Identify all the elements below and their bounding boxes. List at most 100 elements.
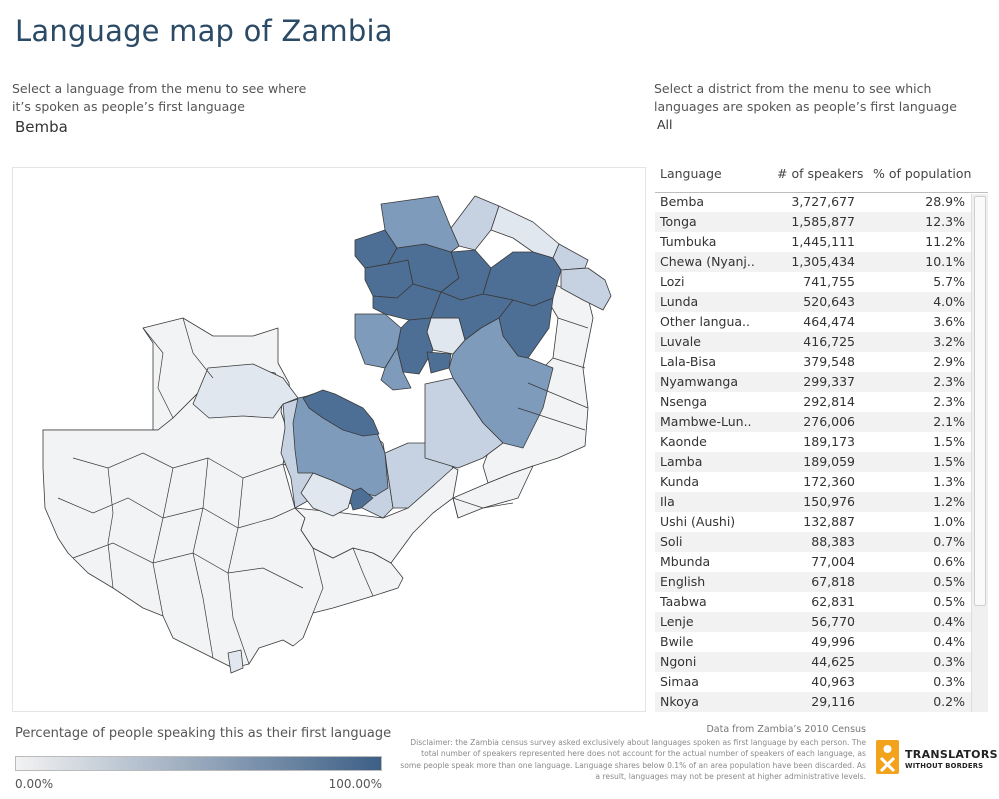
cell-language: Bemba xyxy=(660,194,705,209)
map-district[interactable] xyxy=(448,317,554,449)
logo-icon xyxy=(876,740,899,774)
cell-language: Other langua.. xyxy=(660,314,750,329)
column-header-language[interactable]: Language xyxy=(660,166,722,181)
map-district[interactable] xyxy=(490,205,560,259)
cell-percent: 10.1% xyxy=(925,254,965,269)
table-row[interactable]: Kunda 172,360 1.3% xyxy=(655,472,988,492)
table-row[interactable]: Lunda 520,643 4.0% xyxy=(655,292,988,312)
language-table-header: Language # of speakers % of population xyxy=(655,160,988,193)
table-scrollbar[interactable] xyxy=(971,194,988,712)
table-row[interactable]: Mbunda 77,004 0.6% xyxy=(655,552,988,572)
legend-min-label: 0.00% xyxy=(15,777,54,791)
map-border xyxy=(352,547,374,597)
cell-speakers: 150,976 xyxy=(803,494,855,509)
table-row[interactable]: Ila 150,976 1.2% xyxy=(655,492,988,512)
table-row[interactable]: Nsenga 292,814 2.3% xyxy=(655,392,988,412)
language-table[interactable]: Bemba 3,727,677 28.9% Tonga 1,585,877 12.3% Tu… xyxy=(655,192,988,712)
cell-percent: 5.7% xyxy=(933,274,965,289)
map-district[interactable] xyxy=(396,317,434,375)
table-row[interactable]: Bwile 49,996 0.4% xyxy=(655,632,988,652)
table-row[interactable]: Soli 88,383 0.7% xyxy=(655,532,988,552)
cell-language: Kunda xyxy=(660,474,700,489)
disclaimer-text: Disclaimer: the Zambia census survey ask… xyxy=(400,738,866,782)
table-row[interactable]: Tonga 1,585,877 12.3% xyxy=(655,212,988,232)
cell-speakers: 379,548 xyxy=(803,354,855,369)
table-row[interactable]: Kaonde 189,173 1.5% xyxy=(655,432,988,452)
table-row[interactable]: Luvale 416,725 3.2% xyxy=(655,332,988,352)
map-district[interactable] xyxy=(560,267,612,311)
table-row[interactable]: Simaa 40,963 0.3% xyxy=(655,672,988,692)
table-row[interactable]: Ushi (Aushi) 132,887 1.0% xyxy=(655,512,988,532)
map-district[interactable] xyxy=(192,363,299,419)
cell-language: Ushi (Aushi) xyxy=(660,514,736,529)
cell-language: Soli xyxy=(660,534,683,549)
map-district[interactable] xyxy=(347,487,374,511)
zambia-language-map[interactable] xyxy=(12,167,646,712)
color-legend-bar xyxy=(15,756,382,771)
map-district[interactable] xyxy=(424,377,504,469)
table-row[interactable]: Bemba 3,727,677 28.9% xyxy=(655,192,988,212)
cell-language: Ila xyxy=(660,494,675,509)
table-row[interactable]: Ngoni 44,625 0.3% xyxy=(655,652,988,672)
table-row[interactable]: English 67,818 0.5% xyxy=(655,572,988,592)
cell-percent: 12.3% xyxy=(925,214,965,229)
map-district[interactable] xyxy=(302,389,380,437)
cell-speakers: 56,770 xyxy=(811,614,855,629)
cell-speakers: 1,585,877 xyxy=(791,214,855,229)
map-district[interactable] xyxy=(450,195,500,251)
column-header-speakers[interactable]: # of speakers xyxy=(777,166,864,181)
map-district[interactable] xyxy=(227,649,244,674)
map-border xyxy=(142,327,174,419)
cell-percent: 11.2% xyxy=(925,234,965,249)
table-row[interactable]: Chewa (Nyanj.. 1,305,434 10.1% xyxy=(655,252,988,272)
cell-percent: 0.4% xyxy=(933,614,965,629)
page-title: Language map of Zambia xyxy=(15,14,393,48)
cell-speakers: 88,383 xyxy=(811,534,855,549)
map-border xyxy=(452,497,514,519)
cell-speakers: 189,173 xyxy=(803,434,855,449)
table-row[interactable]: Lamba 189,059 1.5% xyxy=(655,452,988,472)
map-district[interactable] xyxy=(300,472,354,517)
table-row[interactable]: Tumbuka 1,445,111 11.2% xyxy=(655,232,988,252)
cell-percent: 0.5% xyxy=(933,574,965,589)
cell-language: Lamba xyxy=(660,454,703,469)
table-row[interactable]: Taabwa 62,831 0.5% xyxy=(655,592,988,612)
language-filter-instruction: Select a language from the menu to see w… xyxy=(12,81,307,114)
cell-speakers: 276,006 xyxy=(803,414,855,429)
district-selector[interactable]: All xyxy=(657,117,673,132)
cell-language: Nkoya xyxy=(660,694,699,709)
table-row[interactable]: Other langua.. 464,474 3.6% xyxy=(655,312,988,332)
table-row[interactable]: Lenje 56,770 0.4% xyxy=(655,612,988,632)
map-district[interactable] xyxy=(380,195,460,253)
table-row[interactable]: Lala-Bisa 379,548 2.9% xyxy=(655,352,988,372)
language-selector[interactable]: Bemba xyxy=(15,118,68,136)
table-row[interactable]: Nkoya 29,116 0.2% xyxy=(655,692,988,712)
map-district[interactable] xyxy=(294,465,459,564)
map-canvas[interactable] xyxy=(13,168,647,713)
cell-percent: 3.6% xyxy=(933,314,965,329)
cell-percent: 0.7% xyxy=(933,534,965,549)
cell-percent: 1.5% xyxy=(933,454,965,469)
cell-speakers: 416,725 xyxy=(803,334,855,349)
map-district[interactable] xyxy=(380,347,412,391)
cell-percent: 1.0% xyxy=(933,514,965,529)
table-row[interactable]: Nyamwanga 299,337 2.3% xyxy=(655,372,988,392)
cell-percent: 0.3% xyxy=(933,674,965,689)
cell-language: Lala-Bisa xyxy=(660,354,717,369)
cell-percent: 1.2% xyxy=(933,494,965,509)
cell-speakers: 132,887 xyxy=(803,514,855,529)
column-header-percent[interactable]: % of population xyxy=(873,166,972,181)
legend-max-label: 100.00% xyxy=(328,777,382,791)
map-border xyxy=(152,467,174,617)
map-district[interactable] xyxy=(426,351,452,374)
legend-title: Percentage of people speaking this as th… xyxy=(15,726,392,741)
table-row[interactable]: Mambwe-Lun.. 276,006 2.1% xyxy=(655,412,988,432)
cell-speakers: 77,004 xyxy=(811,554,855,569)
table-row[interactable]: Lozi 741,755 5.7% xyxy=(655,272,988,292)
scrollbar-thumb[interactable] xyxy=(974,196,986,606)
cell-percent: 4.0% xyxy=(933,294,965,309)
cell-language: Ngoni xyxy=(660,654,697,669)
translators-without-borders-logo[interactable]: TRANSLATORS WITHOUT BORDERS xyxy=(876,740,998,776)
logo-text-translators: TRANSLATORS xyxy=(905,748,998,761)
map-border xyxy=(517,317,589,431)
